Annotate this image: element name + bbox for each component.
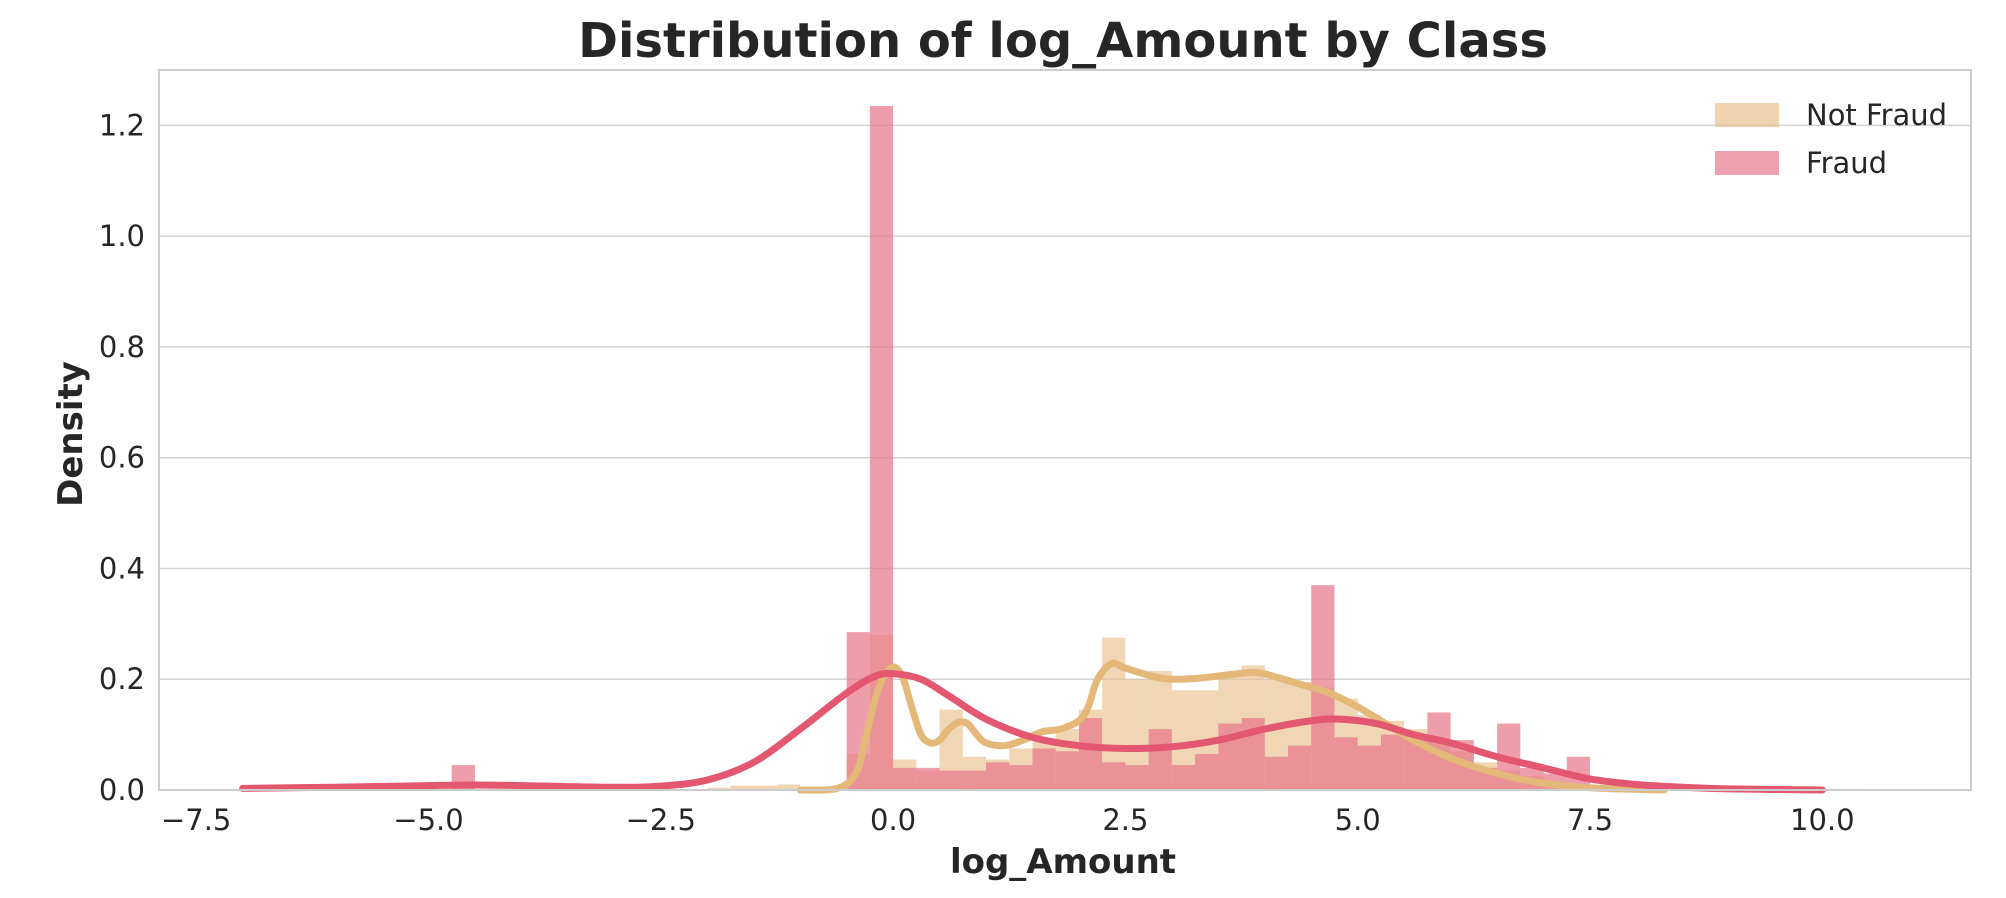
histogram-bar xyxy=(1334,737,1358,790)
bars-fraud xyxy=(451,106,1591,790)
x-tick-label: 2.5 xyxy=(1102,803,1148,837)
y-axis-label: Density xyxy=(51,361,91,507)
x-tick-label: 5.0 xyxy=(1335,803,1381,837)
y-tick-label: 0.2 xyxy=(99,662,145,696)
y-tick-label: 1.2 xyxy=(99,108,145,142)
histogram-bar xyxy=(1288,745,1312,790)
histogram-bar xyxy=(1032,748,1056,790)
histogram-bar xyxy=(986,762,1010,790)
y-tick-label: 0.0 xyxy=(99,773,145,807)
y-tick-label: 0.6 xyxy=(99,441,145,475)
y-tick-label: 0.4 xyxy=(99,551,145,585)
chart-title: Distribution of log_Amount by Class xyxy=(578,13,1548,69)
y-tick-label: 0.8 xyxy=(99,330,145,364)
y-axis-ticks: 0.0 0.2 0.4 0.6 0.8 1.0 1.2 xyxy=(99,108,145,807)
histogram-bar xyxy=(939,770,963,790)
x-tick-label: −2.5 xyxy=(626,803,696,837)
histogram-bar xyxy=(1264,756,1289,790)
histogram-bar xyxy=(1125,765,1149,790)
histogram-bar xyxy=(1009,765,1033,790)
legend-label: Not Fraud xyxy=(1806,98,1947,132)
kde-line xyxy=(796,659,1668,794)
legend-swatch xyxy=(1715,151,1779,175)
histogram-bar xyxy=(1102,637,1126,790)
histogram-bar xyxy=(1404,734,1428,790)
x-tick-label: −7.5 xyxy=(161,803,231,837)
histogram-bar xyxy=(1171,765,1196,790)
kde-line xyxy=(239,669,1826,794)
histogram-bar xyxy=(1357,745,1381,790)
histogram-bar xyxy=(869,106,894,790)
histogram-bar xyxy=(1195,754,1219,790)
x-axis-ticks: −7.5 −5.0 −2.5 0.0 2.5 5.0 7.5 10.0 xyxy=(161,803,1855,837)
histogram-bar xyxy=(1125,679,1149,790)
histogram-bar xyxy=(776,784,801,790)
legend-label: Fraud xyxy=(1806,146,1887,180)
histogram-bar xyxy=(730,785,754,790)
x-tick-label: 7.5 xyxy=(1567,803,1613,837)
histogram-bar xyxy=(893,767,917,790)
histogram-bar xyxy=(1078,718,1103,790)
histogram-bar xyxy=(753,785,777,790)
x-axis-label: log_Amount xyxy=(950,842,1176,882)
x-tick-label: −5.0 xyxy=(393,803,463,837)
y-tick-label: 1.0 xyxy=(99,219,145,253)
histogram-bar xyxy=(1380,734,1405,790)
histogram-bar xyxy=(962,770,987,790)
histogram-bar xyxy=(1102,762,1126,790)
x-tick-label: 10.0 xyxy=(1790,803,1855,837)
legend-swatch xyxy=(1715,103,1779,127)
legend: Not Fraud Fraud xyxy=(1715,98,1947,180)
plot-frame xyxy=(158,69,1972,791)
histogram-bar xyxy=(707,787,731,790)
x-tick-label: 0.0 xyxy=(870,803,916,837)
histogram-bar xyxy=(1148,729,1172,790)
histogram-bar xyxy=(1055,751,1079,790)
histogram-bar xyxy=(916,767,940,790)
kde-curves xyxy=(239,659,1826,794)
gridlines xyxy=(159,124,1971,680)
